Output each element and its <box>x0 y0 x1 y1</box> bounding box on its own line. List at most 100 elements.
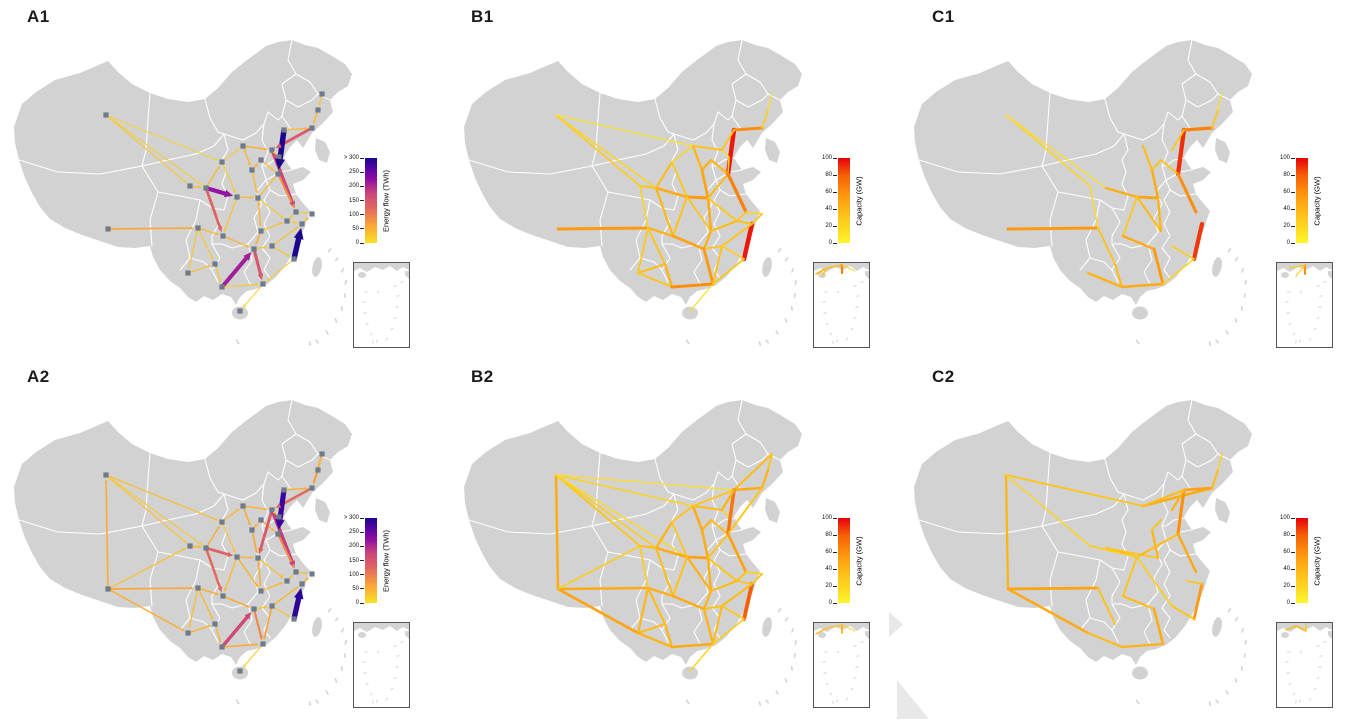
colorbar-tick-label: 100 <box>348 571 359 578</box>
colorbar-tick-mark <box>833 551 837 553</box>
colorbar-ticks: 100 80 60 40 20 0 <box>1266 155 1296 246</box>
colorbar-tick-label: 40 <box>1283 206 1290 212</box>
panel-c1-label: C1 <box>932 7 955 26</box>
colorbar-title: Capacity (GW) <box>854 175 864 226</box>
colorbar-tick-label: 200 <box>348 183 359 190</box>
colorbar-tick-mark <box>360 588 364 590</box>
watermark-triangles <box>889 612 929 719</box>
flow-arrowheads <box>104 462 322 668</box>
colorbar-tick-label: 60 <box>1283 549 1290 555</box>
colorbar-ticks: 100 80 60 40 20 0 <box>808 515 838 606</box>
colorbar-tick-label: 80 <box>1283 532 1290 538</box>
colorbar-tick-label: 60 <box>825 189 832 195</box>
colorbar-tick-mark <box>1291 174 1295 176</box>
colorbar-gradient <box>1296 158 1308 243</box>
panel-b2-label: B2 <box>471 367 494 386</box>
colorbar-tick-label: 20 <box>1283 223 1290 229</box>
capacity-colorbar-b2: 100 80 60 40 20 0 Capacity (GW) <box>808 515 888 606</box>
colorbar-tick-mark <box>833 534 837 536</box>
colorbar-gradient <box>365 518 377 603</box>
south-china-sea-inset-c2 <box>1276 622 1333 708</box>
colorbar-tick-mark <box>360 545 364 547</box>
colorbar-gradient <box>838 158 850 243</box>
colorbar-tick-mark <box>833 568 837 570</box>
colorbar-gradient <box>365 158 377 243</box>
south-china-sea-inset-b2 <box>813 622 870 708</box>
colorbar-title: Energy flow (TWh) <box>381 529 391 592</box>
panel-b2: B2 100 80 60 40 20 0 Capacity (GW) <box>450 360 900 720</box>
colorbar-tick-mark <box>833 585 837 587</box>
colorbar-tick-label: 100 <box>821 515 832 521</box>
colorbar-tick-mark <box>1291 551 1295 553</box>
colorbar-ticks: > 300 250 200 150 100 50 0 <box>335 155 365 246</box>
colorbar-tick-label: 40 <box>825 566 832 572</box>
flow-edges <box>554 452 774 672</box>
capacity-colorbar-b1: 100 80 60 40 20 0 Capacity (GW) <box>808 155 888 246</box>
flow-edges <box>1004 453 1223 649</box>
china-map-b1 <box>463 39 803 347</box>
colorbar-tick-label: 100 <box>1279 155 1290 161</box>
colorbar-tick-mark <box>833 157 837 159</box>
colorbar-title: Energy flow (TWh) <box>381 169 391 232</box>
panel-a1: A1 > 300 250 200 150 100 50 0 Energy flow (TWh… <box>0 0 450 360</box>
panel-c2-label: C2 <box>932 367 955 386</box>
colorbar-tick-mark <box>1291 157 1295 159</box>
colorbar-tick-mark <box>833 174 837 176</box>
panel-b1: B1 100 80 60 40 20 0 Capacity (GW) <box>450 0 900 360</box>
flow-edges <box>1005 93 1223 289</box>
colorbar-tick-label: 250 <box>348 169 359 176</box>
flow-edges <box>555 93 773 312</box>
panel-a2-label: A2 <box>27 367 50 386</box>
colorbar-tick-mark <box>360 200 364 201</box>
colorbar-tick-label: 20 <box>1283 583 1290 589</box>
china-map-b2 <box>463 399 803 707</box>
colorbar-tick-mark <box>360 171 364 173</box>
colorbar-ticks: 100 80 60 40 20 0 <box>1266 515 1296 606</box>
colorbar-tick-label: 80 <box>1283 172 1290 178</box>
panel-a2: A2 > 300 250 200 150 100 50 0 Energy flow (TWh… <box>0 360 450 720</box>
colorbar-gradient <box>838 518 850 603</box>
energy-flow-colorbar-a1: > 300 250 200 150 100 50 0 Energy flow (TWh) <box>335 155 415 246</box>
colorbar-tick-mark <box>1291 242 1295 244</box>
panel-c2: C2 100 80 60 40 20 0 Capacity (GW) <box>900 360 1350 720</box>
colorbar-tick-label: > 300 <box>343 155 359 161</box>
south-china-sea-inset-c1 <box>1276 262 1333 348</box>
colorbar-tick-label: 60 <box>1283 189 1290 195</box>
colorbar-tick-label: 0 <box>355 600 359 606</box>
china-map-a2 <box>13 399 353 707</box>
colorbar-ticks: 100 80 60 40 20 0 <box>808 155 838 246</box>
china-map-c1 <box>913 39 1253 347</box>
colorbar-tick-label: 80 <box>825 172 832 178</box>
flow-edges <box>105 453 323 667</box>
south-china-sea-inset-b1 <box>813 262 870 348</box>
colorbar-tick-label: > 300 <box>343 515 359 521</box>
colorbar-tick-label: 80 <box>825 532 832 538</box>
colorbar-tick-label: 0 <box>828 240 832 246</box>
province-nodes <box>103 91 325 314</box>
colorbar-tick-label: 0 <box>828 600 832 606</box>
china-map-a1 <box>13 39 353 347</box>
colorbar-tick-label: 40 <box>1283 566 1290 572</box>
south-china-sea-inset-a1 <box>353 262 410 348</box>
colorbar-tick-label: 200 <box>348 543 359 550</box>
colorbar-tick-mark <box>360 242 364 244</box>
colorbar-tick-mark <box>1291 585 1295 587</box>
panel-c1: C1 100 80 60 40 20 0 Capacity (GW) <box>900 0 1350 360</box>
panel-a1-label: A1 <box>27 7 50 26</box>
colorbar-tick-label: 100 <box>821 155 832 161</box>
province-nodes <box>103 451 325 674</box>
colorbar-tick-mark <box>360 574 364 576</box>
colorbar-tick-mark <box>360 517 364 519</box>
energy-flow-colorbar-a2: > 300 250 200 150 100 50 0 Energy flow (TWh) <box>335 515 415 606</box>
colorbar-tick-label: 20 <box>825 223 832 229</box>
colorbar-tick-label: 250 <box>348 529 359 536</box>
capacity-colorbar-c1: 100 80 60 40 20 0 Capacity (GW) <box>1266 155 1346 246</box>
colorbar-tick-mark <box>360 228 364 230</box>
colorbar-gradient <box>1296 518 1308 603</box>
colorbar-tick-mark <box>360 185 364 187</box>
colorbar-tick-mark <box>1291 208 1295 210</box>
colorbar-tick-mark <box>1291 534 1295 536</box>
colorbar-tick-mark <box>1291 225 1295 227</box>
panel-b1-label: B1 <box>471 7 494 26</box>
